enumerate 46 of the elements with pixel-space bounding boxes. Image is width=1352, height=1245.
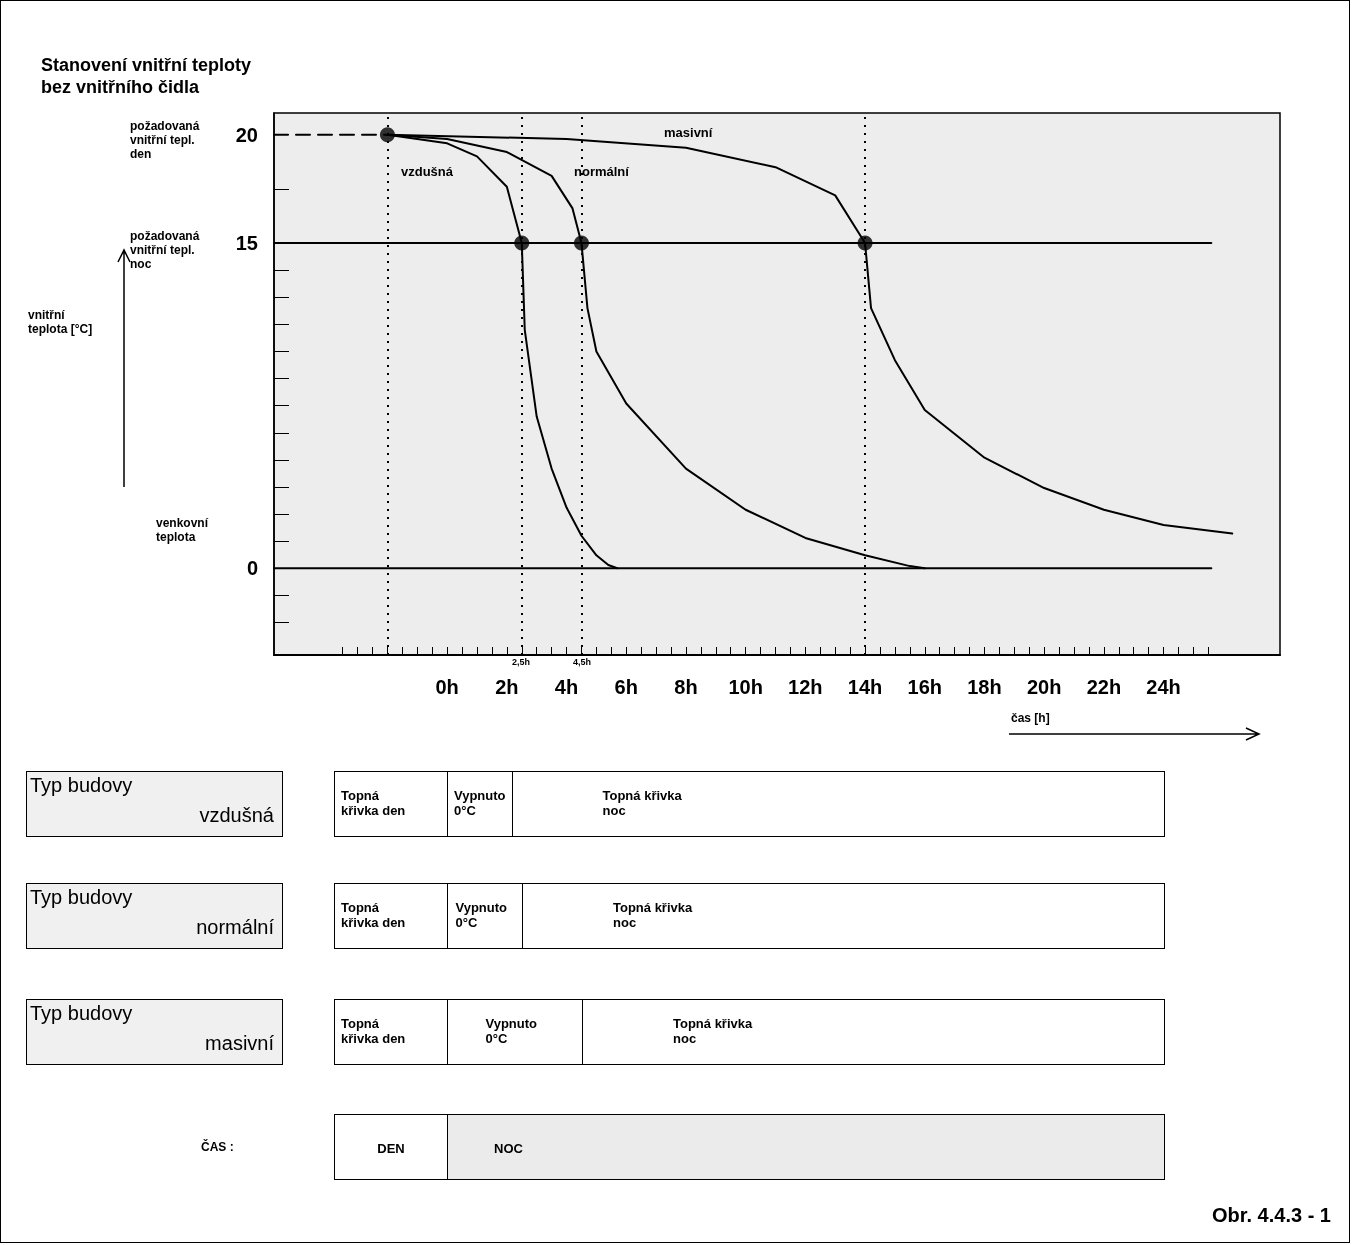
x-tick-label: 4h <box>554 676 579 698</box>
text: Topná křivka den <box>335 884 447 948</box>
x-tick-label: 12h <box>788 676 823 698</box>
text: požadovaná vnitřní tepl. noc <box>130 229 200 271</box>
text: Topná křivka noc <box>522 884 1164 948</box>
x-tick-label: 22h <box>1086 676 1122 698</box>
text: Topná křivka den <box>335 1000 447 1064</box>
text: 4,5h <box>573 657 592 667</box>
text: Vypnuto 0°C <box>447 772 512 836</box>
y-tick-label: 0 <box>246 557 258 580</box>
text: Vypnuto 0°C <box>447 1000 582 1064</box>
y-tick-label: 15 <box>235 232 258 255</box>
text: Typ budovy <box>30 1002 133 1025</box>
x-tick-label: 14h <box>847 676 883 698</box>
x-axis-title: čas [h] <box>1011 711 1050 725</box>
annotation: vzdušná <box>401 164 454 179</box>
x-tick-label: 6h <box>614 676 638 698</box>
text: ČAS : <box>201 1140 234 1154</box>
x-tick-label: 10h <box>728 676 763 698</box>
x-tick-label: 0h <box>435 676 459 698</box>
text: vzdušná <box>199 804 274 827</box>
text: Obr. 4.4.3 - 1 <box>1212 1204 1331 1227</box>
text: Topná křivka noc <box>511 772 1164 836</box>
x-tick-label: 18h <box>967 676 1002 698</box>
text: normální <box>196 916 274 939</box>
text: Typ budovy <box>30 886 133 909</box>
chart-title: Stanovení vnitřní teploty bez vnitřního čidla <box>41 55 252 97</box>
annotation: masivní <box>664 125 713 140</box>
x-tick-label: 8h <box>674 676 698 698</box>
x-tick-label: 24h <box>1146 676 1181 698</box>
annotation: normální <box>574 164 629 179</box>
text: NOC <box>447 1115 1164 1179</box>
x-tick-label: 2h <box>495 676 519 698</box>
text: Topná křivka noc <box>582 1000 1164 1064</box>
y-tick-label: 20 <box>235 123 258 146</box>
text: DEN <box>335 1115 447 1179</box>
text: masivní <box>205 1032 274 1055</box>
text: Topná křivka den <box>335 772 447 836</box>
text: Typ budovy <box>30 774 133 797</box>
y-axis-title: vnitřní teplota [°C] <box>28 308 93 336</box>
x-tick-label: 16h <box>907 676 942 698</box>
text: Vypnuto 0°C <box>447 884 522 948</box>
text: požadovaná vnitřní tepl. den <box>130 119 200 161</box>
text: venkovní teplota <box>156 516 209 544</box>
text: 2,5h <box>512 657 531 667</box>
x-tick-label: 20h <box>1026 676 1062 698</box>
